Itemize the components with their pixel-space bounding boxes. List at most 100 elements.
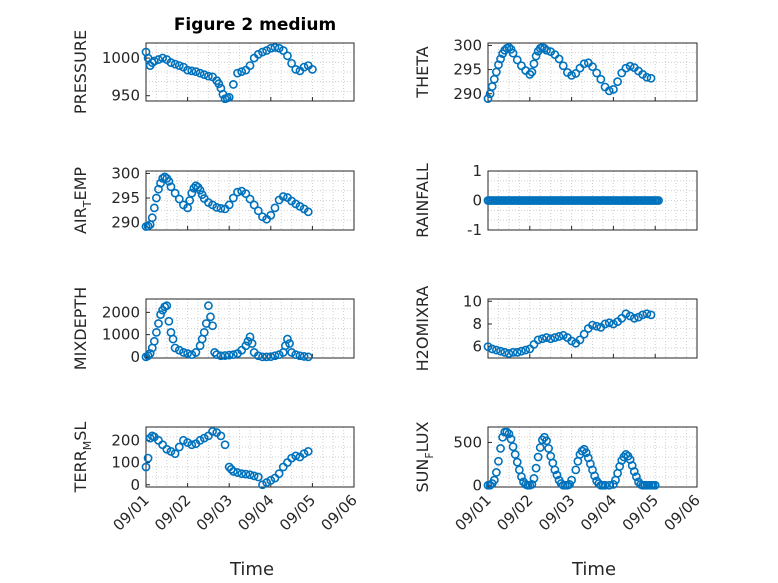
data-point <box>502 427 512 437</box>
data-point <box>508 347 518 357</box>
data-point <box>147 213 157 223</box>
axes-box <box>145 298 355 359</box>
x-tick-label: 09/02 <box>151 491 194 534</box>
data-point <box>529 59 539 69</box>
data-point <box>504 42 514 52</box>
data-point <box>554 332 564 341</box>
x-tick-label: 09/05 <box>619 491 662 534</box>
figure-title: Figure 2 medium <box>174 15 336 35</box>
y-tick-label: 8 <box>472 315 482 333</box>
data-point <box>283 51 292 61</box>
data-point <box>504 429 514 439</box>
data-point <box>544 444 554 453</box>
y-axis-label: H2OMIXRA <box>413 286 432 372</box>
data-point <box>195 68 205 78</box>
data-point <box>166 182 176 192</box>
data-point <box>151 193 161 203</box>
x-tick-label: 09/04 <box>577 491 620 534</box>
data-point <box>483 94 493 103</box>
y-tick-label: 2000 <box>102 303 140 321</box>
axes-box <box>487 426 698 488</box>
data-point <box>149 203 159 213</box>
data-point <box>592 321 602 331</box>
x-tick-label: 09/04 <box>234 491 277 534</box>
data-point <box>542 436 551 446</box>
data-point <box>535 443 545 452</box>
data-point <box>533 452 543 462</box>
x-tick-label: 09/02 <box>493 491 536 534</box>
data-point <box>191 348 201 357</box>
data-point <box>228 80 238 89</box>
data-point <box>249 200 259 210</box>
data-point <box>220 440 230 450</box>
data-point <box>212 350 222 360</box>
data-point <box>208 427 217 436</box>
data-point <box>203 301 213 311</box>
data-point <box>621 450 631 459</box>
data-point <box>151 327 161 337</box>
data-point <box>145 349 155 358</box>
data-point <box>191 67 201 77</box>
axes-box <box>487 42 698 102</box>
data-point <box>642 309 652 319</box>
y-tick-label: 295 <box>111 189 140 207</box>
data-point <box>253 472 263 482</box>
data-point <box>253 206 263 216</box>
y-tick-label: 10 <box>463 292 482 310</box>
x-label-left: Time <box>229 559 274 580</box>
data-point <box>233 468 242 477</box>
data-point <box>187 188 197 198</box>
y-tick-label: 0 <box>130 348 140 366</box>
y-tick-label: 100 <box>111 454 140 472</box>
plot-background <box>146 171 354 230</box>
data-point <box>638 310 648 320</box>
data-point <box>600 319 610 329</box>
data-point <box>546 334 556 344</box>
x-tick-label: 09/01 <box>110 491 153 534</box>
data-point <box>253 351 263 361</box>
data-point <box>216 351 226 361</box>
data-point <box>525 70 535 79</box>
data-point <box>245 194 255 204</box>
data-point <box>512 347 522 357</box>
data-point <box>629 313 639 323</box>
x-tick-label: 09/05 <box>276 491 319 534</box>
data-point <box>195 185 205 195</box>
plot-background <box>146 43 354 101</box>
data-point <box>183 349 192 358</box>
data-point <box>604 480 614 490</box>
data-point <box>174 61 184 70</box>
data-point <box>266 352 276 362</box>
data-point <box>278 46 288 55</box>
data-point <box>542 333 551 342</box>
x-tick-label: 09/03 <box>193 491 236 534</box>
y-tick-label: 1000 <box>102 49 140 67</box>
data-point <box>199 327 209 337</box>
subplot-2: 290 295 300 THETA <box>413 36 698 103</box>
data-point <box>571 465 581 475</box>
y-tick-label: -1 <box>467 221 482 239</box>
data-point <box>212 202 222 212</box>
data-point <box>220 351 230 360</box>
data-point <box>604 86 614 96</box>
data-point <box>575 335 585 345</box>
x-tick-label: 09/06 <box>318 491 361 534</box>
data-point <box>224 200 234 210</box>
y-tick-label: 300 <box>111 164 140 182</box>
data-point <box>216 203 226 213</box>
data-point <box>299 352 309 361</box>
data-point <box>550 333 560 342</box>
data-point <box>517 472 526 482</box>
data-point <box>588 62 597 72</box>
data-point <box>571 69 581 78</box>
axes-box <box>145 426 355 488</box>
x-tick-label: 09/06 <box>661 491 704 534</box>
data-point <box>496 54 505 64</box>
y-tick-label: 200 <box>111 431 140 449</box>
y-tick-label: 0 <box>130 476 140 494</box>
data-point <box>249 471 259 481</box>
subplot-5: 0 1000 2000 MIXDEPTH <box>71 287 355 370</box>
data-point <box>531 463 541 473</box>
data-point <box>245 470 255 480</box>
